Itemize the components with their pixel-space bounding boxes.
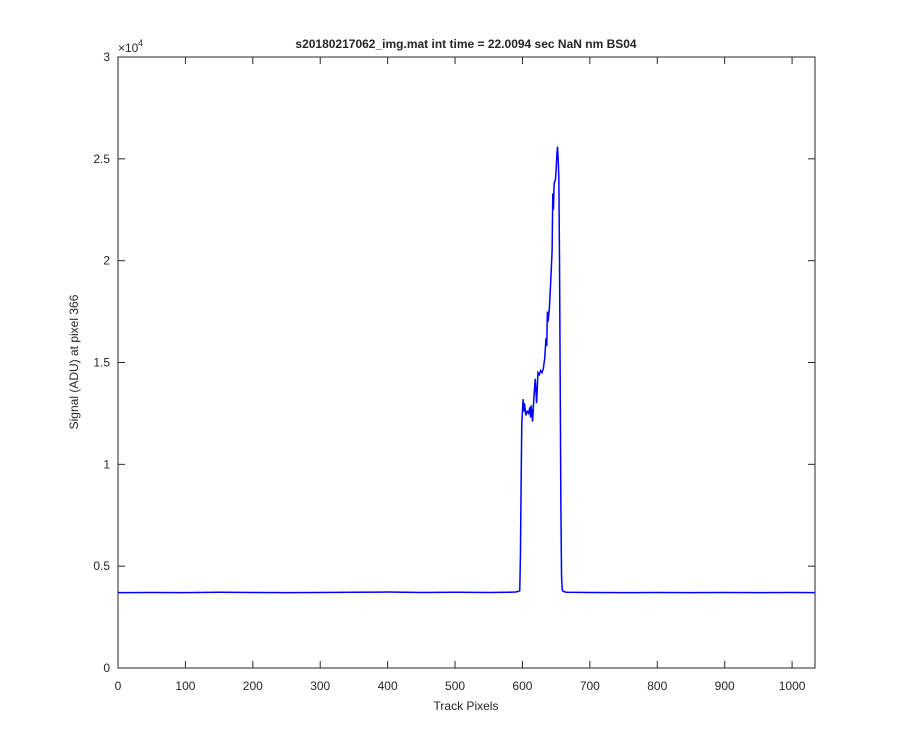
data-line — [117, 146, 816, 594]
y-scale-exponent: 4 — [138, 38, 143, 48]
y-tick-label: 0.5 — [93, 559, 110, 573]
x-tick-label: 0 — [115, 679, 122, 693]
x-tick-label: 400 — [378, 679, 398, 693]
y-axis-label: Signal (ADU) at pixel 366 — [67, 294, 81, 429]
x-axis-label: Track Pixels — [434, 699, 499, 713]
x-tick-label: 700 — [580, 679, 600, 693]
x-tick-label: 300 — [310, 679, 330, 693]
y-tick-label: 1.5 — [93, 356, 110, 370]
x-tick-label: 600 — [512, 679, 532, 693]
chart-title: s20180217062_img.mat int time = 22.0094 … — [295, 37, 637, 51]
x-tick-label: 500 — [445, 679, 465, 693]
y-scale-base: ×10 — [118, 41, 139, 55]
y-tick-label: 2.5 — [93, 152, 110, 166]
x-tick-label: 200 — [243, 679, 263, 693]
y-tick-label: 1 — [103, 457, 110, 471]
y-tick-label: 0 — [103, 661, 110, 675]
x-tick-label: 1000 — [779, 679, 806, 693]
plot-frame — [117, 56, 816, 669]
x-tick-label: 800 — [647, 679, 667, 693]
y-tick-label: 3 — [103, 50, 110, 64]
y-tick-label: 2 — [103, 254, 110, 268]
x-tick-label: 100 — [175, 679, 195, 693]
x-tick-label: 900 — [715, 679, 735, 693]
